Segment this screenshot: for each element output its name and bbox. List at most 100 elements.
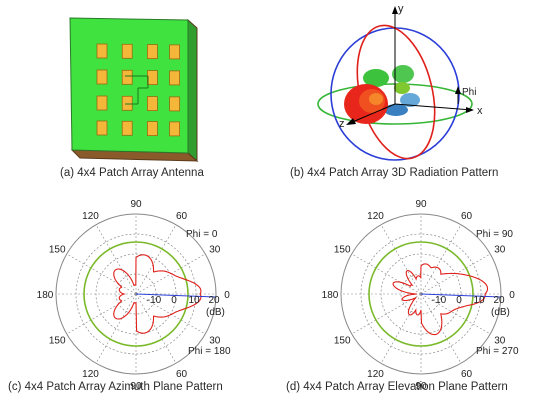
angle-label: 150 bbox=[334, 245, 351, 256]
radial-tick-label: -10 bbox=[432, 295, 447, 306]
angle-label: 90 bbox=[130, 381, 142, 392]
angle-label: 180 bbox=[37, 290, 54, 301]
patch-element bbox=[146, 70, 158, 85]
grid-spoke bbox=[95, 224, 137, 295]
y-axis-label: y bbox=[398, 3, 404, 15]
patch-element bbox=[169, 70, 181, 86]
angle-label: 90 bbox=[130, 199, 142, 210]
angle-label: 60 bbox=[176, 211, 188, 222]
angle-label: 120 bbox=[82, 211, 99, 222]
angle-label: 120 bbox=[367, 369, 384, 380]
grid-spoke bbox=[66, 253, 137, 295]
patch-element bbox=[96, 95, 108, 111]
grid-spoke bbox=[66, 293, 137, 335]
angle-label: 0 bbox=[224, 290, 230, 301]
patch-element bbox=[96, 43, 108, 59]
patch-element bbox=[121, 69, 133, 85]
radial-tick-label: -10 bbox=[147, 295, 162, 306]
grid-spoke bbox=[135, 293, 177, 364]
grid-spoke bbox=[351, 293, 422, 335]
radial-tick-label: 20 bbox=[208, 295, 220, 306]
substrate-side bbox=[187, 18, 198, 163]
radiation-3d: y x z Phi bbox=[317, 3, 483, 161]
grid-spoke bbox=[420, 293, 491, 335]
angle-label: 90 bbox=[415, 199, 427, 210]
angle-labels: 90 60 30 0 120 150 180 150 120 90 60 30 bbox=[37, 199, 231, 392]
reference-ring bbox=[368, 241, 474, 347]
patch-grid bbox=[96, 43, 181, 137]
phi-bottom-label: Phi = 180 bbox=[188, 346, 231, 357]
patch-element bbox=[169, 96, 181, 112]
reference-line bbox=[135, 293, 217, 298]
pattern-curve bbox=[392, 263, 489, 336]
main-lobe bbox=[344, 84, 388, 124]
side-lobes bbox=[363, 65, 420, 116]
angle-label: 90 bbox=[415, 381, 427, 392]
caption-a: (a) 4x4 Patch Array Antenna bbox=[60, 167, 204, 179]
angle-label: 120 bbox=[367, 211, 384, 222]
phi-bottom-label: Phi = 270 bbox=[476, 346, 519, 357]
radial-tick-labels: -10 0 10 20 bbox=[432, 295, 505, 306]
z-axis-label: z bbox=[339, 118, 345, 130]
caption-d: (d) 4x4 Patch Array Elevation Plane Patt… bbox=[286, 381, 508, 393]
phi-top-label: Phi = 90 bbox=[476, 229, 513, 240]
angle-label: 150 bbox=[334, 336, 351, 347]
patch-element bbox=[169, 121, 181, 137]
grid-spoke bbox=[420, 224, 462, 295]
phi-label: Phi bbox=[462, 87, 476, 98]
angle-label: 120 bbox=[82, 369, 99, 380]
angle-labels: 90 60 30 0 120 150 180 150 120 90 60 30 bbox=[322, 199, 516, 392]
polar-grid bbox=[340, 213, 502, 375]
angle-label: 0 bbox=[509, 290, 515, 301]
grid-circle bbox=[55, 213, 217, 375]
z-axis bbox=[349, 103, 396, 124]
patch-array-antenna bbox=[69, 17, 199, 163]
phi-top-label: Phi = 0 bbox=[186, 229, 218, 240]
angle-label: 30 bbox=[494, 245, 506, 256]
patch-element bbox=[96, 69, 108, 85]
angle-label: 60 bbox=[176, 369, 188, 380]
reference-ring bbox=[83, 241, 189, 347]
patch-element bbox=[96, 120, 108, 136]
patch-element bbox=[121, 95, 133, 111]
angle-label: 150 bbox=[49, 336, 66, 347]
patch-element bbox=[146, 44, 158, 59]
grid-spoke bbox=[380, 224, 422, 295]
patch-element bbox=[121, 120, 133, 136]
z-axis-arrow bbox=[346, 118, 356, 125]
angle-label: 30 bbox=[494, 336, 506, 347]
radial-tick-label: 10 bbox=[188, 295, 200, 306]
feed-network bbox=[125, 75, 149, 105]
grid-spoke bbox=[351, 253, 422, 295]
reference-line bbox=[420, 293, 502, 298]
angle-label: 60 bbox=[461, 369, 473, 380]
grid-circle bbox=[340, 213, 502, 375]
angle-label: 180 bbox=[322, 290, 339, 301]
caption-c: (c) 4x4 Patch Array Azimuth Plane Patter… bbox=[8, 381, 223, 393]
angle-label: 150 bbox=[49, 245, 66, 256]
patch-element bbox=[146, 96, 158, 111]
azimuth-polar-plot: 90 60 30 0 120 150 180 150 120 90 60 30 -10 0 10 20 (d… bbox=[37, 199, 231, 392]
radial-tick-labels: -10 0 10 20 bbox=[147, 295, 220, 306]
angle-label: 30 bbox=[209, 245, 221, 256]
x-axis bbox=[394, 103, 473, 111]
radial-tick-label: 0 bbox=[456, 295, 462, 306]
phi-arrow-head bbox=[455, 86, 461, 94]
patch-element bbox=[146, 121, 158, 136]
unit-label: (dB) bbox=[491, 307, 510, 318]
caption-b: (b) 4x4 Patch Array 3D Radiation Pattern bbox=[290, 167, 499, 179]
patch-element bbox=[169, 44, 181, 60]
grid-spoke bbox=[380, 293, 422, 364]
radial-tick-label: 10 bbox=[473, 295, 485, 306]
x-axis-arrow bbox=[466, 107, 474, 113]
unit-label: (dB) bbox=[206, 307, 225, 318]
pattern-curve bbox=[113, 254, 202, 334]
polar-grid bbox=[55, 213, 217, 375]
y-axis-arrow bbox=[392, 6, 398, 14]
patch-element bbox=[121, 43, 133, 59]
angle-label: 30 bbox=[209, 336, 221, 347]
grid-spoke bbox=[135, 224, 177, 295]
grid-spoke bbox=[135, 253, 206, 295]
radial-tick-label: 20 bbox=[493, 295, 505, 306]
